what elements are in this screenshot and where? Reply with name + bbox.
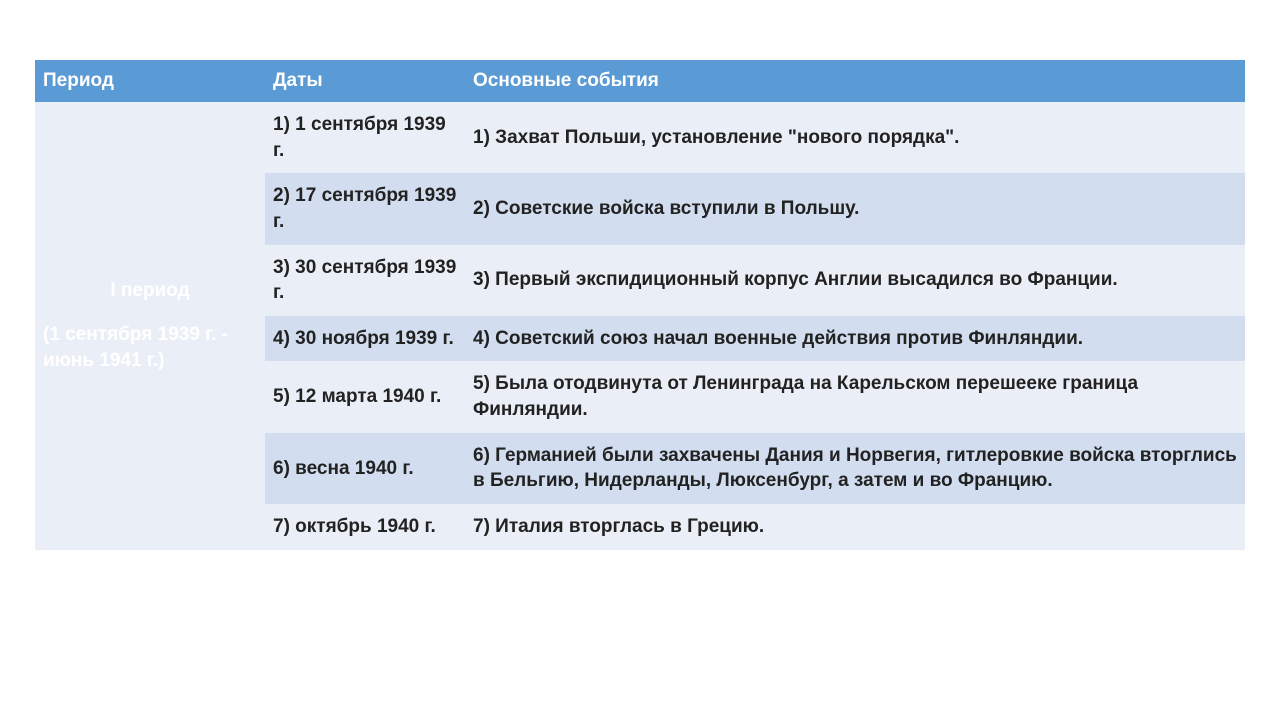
period-range: (1 сентября 1939 г. - июнь 1941 г.)	[43, 324, 228, 371]
date-cell: 6) весна 1940 г.	[265, 433, 465, 504]
date-cell: 2) 17 сентября 1939 г.	[265, 173, 465, 244]
date-cell: 5) 12 марта 1940 г.	[265, 361, 465, 432]
event-cell: 1) Захват Польши, установление "нового п…	[465, 102, 1245, 173]
header-row: Период Даты Основные события	[35, 60, 1245, 102]
date-cell: 4) 30 ноября 1939 г.	[265, 316, 465, 362]
period-title: I период	[43, 278, 257, 304]
table-row: I период (1 сентября 1939 г. - июнь 1941…	[35, 102, 1245, 173]
date-cell: 1) 1 сентября 1939 г.	[265, 102, 465, 173]
table-body: I период (1 сентября 1939 г. - июнь 1941…	[35, 102, 1245, 550]
event-cell: 5) Была отодвинута от Ленинграда на Каре…	[465, 361, 1245, 432]
period-cell: I период (1 сентября 1939 г. - июнь 1941…	[35, 102, 265, 550]
event-cell: 3) Первый экспидиционный корпус Англии в…	[465, 245, 1245, 316]
event-cell: 6) Германией были захвачены Дания и Норв…	[465, 433, 1245, 504]
date-cell: 7) октябрь 1940 г.	[265, 504, 465, 550]
date-cell: 3) 30 сентября 1939 г.	[265, 245, 465, 316]
event-cell: 4) Советский союз начал военные действия…	[465, 316, 1245, 362]
header-dates: Даты	[265, 60, 465, 102]
header-events: Основные события	[465, 60, 1245, 102]
history-table: Период Даты Основные события I период (1…	[35, 60, 1245, 550]
header-period: Период	[35, 60, 265, 102]
event-cell: 2) Советские войска вступили в Польшу.	[465, 173, 1245, 244]
event-cell: 7) Италия вторглась в Грецию.	[465, 504, 1245, 550]
